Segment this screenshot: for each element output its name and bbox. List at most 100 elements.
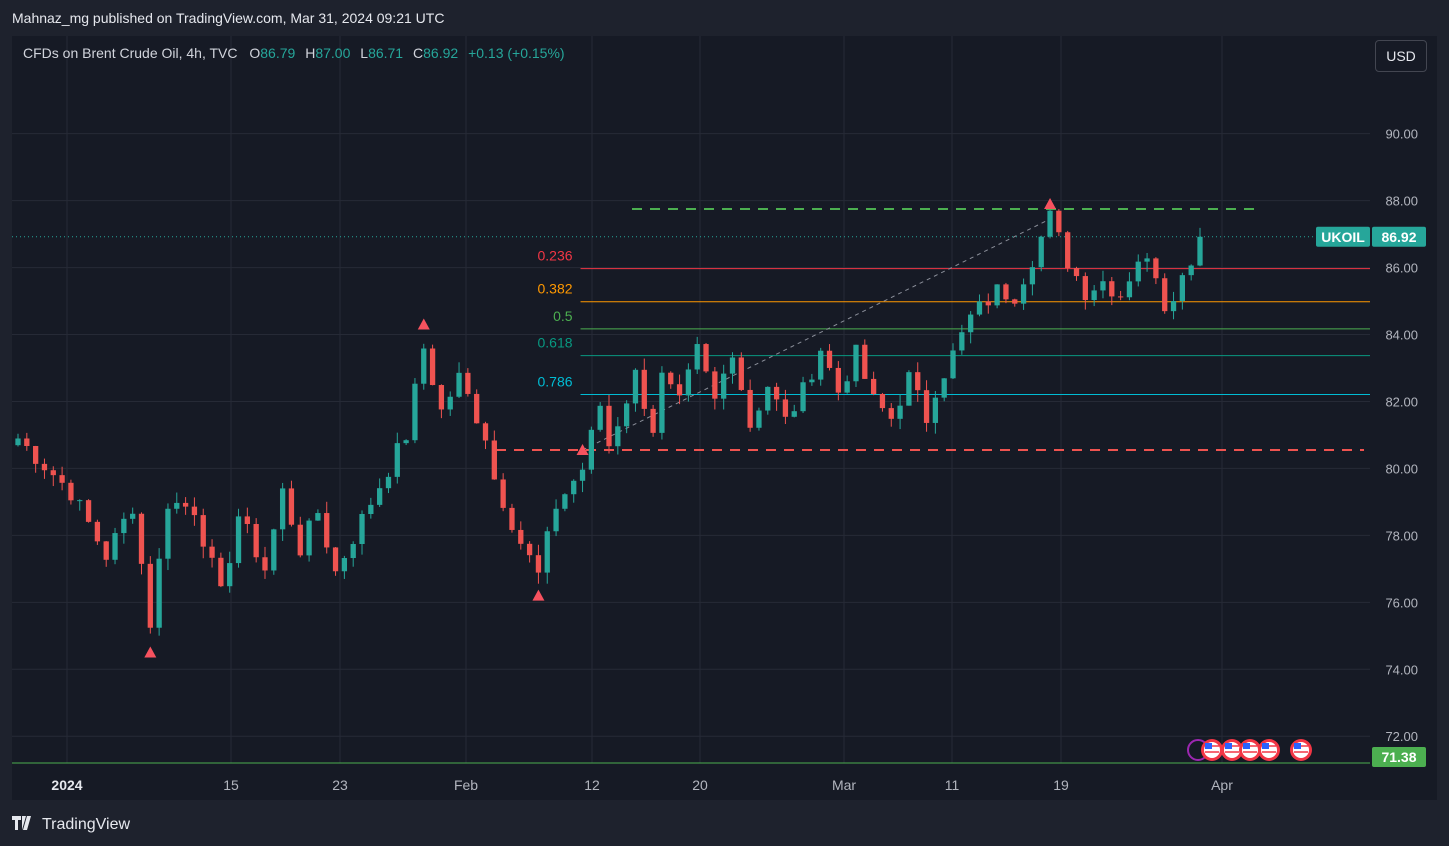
- candle-body: [844, 381, 850, 393]
- candle-body: [544, 531, 550, 573]
- price-chart[interactable]: 90.00 88.00 86.00 84.00 82.00 80.00 78.00 76.00…: [12, 36, 1437, 800]
- open-value: 86.79: [260, 45, 296, 61]
- candle-body: [244, 516, 250, 524]
- candle-body: [782, 399, 789, 417]
- candle-body: [112, 533, 118, 560]
- candle-body: [262, 557, 268, 571]
- candle-body: [588, 429, 595, 470]
- candle-body: [500, 479, 506, 508]
- candle-body: [1065, 232, 1071, 269]
- candle-body: [623, 403, 630, 427]
- candle-body: [897, 405, 903, 419]
- last-price-label-bg: [1372, 226, 1426, 247]
- close-value: 86.92: [423, 45, 459, 61]
- candle-body: [509, 507, 515, 530]
- candle-body: [1135, 261, 1141, 282]
- candle-body: [385, 476, 392, 489]
- ticker-label-bg: [1316, 226, 1370, 247]
- candle-body: [403, 440, 409, 444]
- candle-body: [456, 372, 462, 397]
- candle-body: [1003, 284, 1009, 300]
- x-tick-label: Apr: [1211, 777, 1233, 793]
- candle-body: [773, 386, 780, 400]
- candle-body: [1170, 301, 1177, 312]
- candle-body: [138, 513, 145, 564]
- x-tick-label: 2024: [51, 777, 82, 793]
- candle-body: [615, 426, 621, 447]
- x-tick-label: 23: [332, 777, 348, 793]
- candle-body: [712, 371, 718, 399]
- candle-body: [853, 344, 859, 382]
- candle-body: [932, 397, 939, 423]
- candle-body: [1038, 236, 1044, 268]
- candle-body: [756, 410, 762, 428]
- brand-name: TradingView: [42, 816, 131, 833]
- chart-area[interactable]: 90.00 88.00 86.00 84.00 82.00 80.00 78.00 76.00…: [12, 36, 1437, 800]
- candle-body: [703, 344, 709, 372]
- candle-body: [818, 350, 824, 380]
- candle-body: [553, 508, 559, 532]
- candle-body: [85, 500, 92, 522]
- x-tick-label: 11: [945, 777, 960, 793]
- candle-body: [518, 529, 524, 544]
- ticker-label: UKOIL: [1321, 229, 1365, 245]
- candle-body: [1153, 258, 1159, 279]
- candle-body: [1126, 281, 1133, 298]
- currency-button[interactable]: USD: [1375, 40, 1427, 72]
- fib-trend-line: [582, 218, 1051, 451]
- candle-body: [879, 394, 886, 409]
- candle-body: [1109, 281, 1115, 297]
- candle-body: [632, 369, 639, 404]
- change-value: +0.13 (+0.15%): [468, 45, 565, 61]
- candle-body: [1020, 284, 1027, 304]
- fib-level-label: 0.5: [553, 308, 573, 324]
- candle-body: [32, 446, 39, 464]
- candle-body: [1188, 265, 1194, 276]
- candle-body: [729, 357, 736, 374]
- candle-body: [950, 350, 956, 379]
- candle-body: [377, 488, 383, 505]
- candle-body: [1073, 268, 1080, 277]
- candle-body: [235, 516, 242, 564]
- candle-body: [491, 440, 497, 480]
- candle-body: [1012, 299, 1018, 304]
- candle-body: [888, 408, 894, 419]
- y-tick-label: 80.00: [1385, 461, 1418, 476]
- x-tick-label: 20: [692, 777, 708, 793]
- fib-level-label: 0.618: [537, 335, 572, 351]
- symbol-name: CFDs on Brent Crude Oil, 4h, TVC: [23, 45, 238, 61]
- last-price-label: 86.92: [1381, 229, 1416, 245]
- candle-body: [694, 344, 700, 370]
- x-tick-label: Feb: [454, 777, 478, 793]
- candle-body: [1144, 258, 1150, 262]
- y-tick-label: 76.00: [1385, 595, 1418, 610]
- pivot-marker-icon: [417, 318, 430, 330]
- tradingview-logo-icon: [12, 816, 36, 834]
- candle-body: [985, 301, 991, 306]
- candle-body: [941, 378, 947, 398]
- candle-body: [130, 513, 136, 519]
- candle-body: [1056, 210, 1062, 233]
- candle-body: [535, 555, 542, 573]
- candle-body: [959, 332, 965, 351]
- candle-body: [738, 357, 744, 390]
- candle-body: [474, 393, 480, 424]
- candle-body: [968, 314, 974, 333]
- candle-body: [24, 438, 30, 447]
- candle-body: [306, 520, 312, 556]
- candle-body: [800, 382, 806, 412]
- candle-body: [765, 386, 771, 411]
- candle-body: [147, 563, 153, 628]
- tradingview-footer[interactable]: TradingView: [12, 816, 130, 834]
- candle-body: [200, 515, 206, 547]
- us-flag-canton-icon: [1205, 743, 1212, 749]
- us-flag-canton-icon: [1243, 743, 1250, 749]
- low-label: L: [360, 45, 369, 61]
- candle-body: [597, 405, 603, 430]
- x-tick-label: Mar: [832, 777, 856, 793]
- candle-body: [906, 372, 912, 406]
- candle-body: [1197, 236, 1203, 266]
- candle-body: [685, 369, 692, 396]
- candle-body: [182, 502, 189, 507]
- bottom-price-label: 71.38: [1381, 749, 1416, 765]
